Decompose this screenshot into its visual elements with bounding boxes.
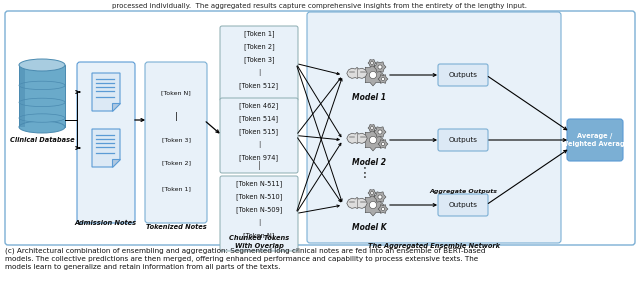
Text: [Token 1]: [Token 1] [244,31,275,37]
Polygon shape [362,64,384,86]
Text: [Token N-509]: [Token N-509] [236,207,282,213]
Ellipse shape [19,114,65,122]
Text: Outputs: Outputs [449,72,477,78]
FancyBboxPatch shape [77,62,135,223]
Text: |: | [258,69,260,77]
Polygon shape [92,73,120,111]
Polygon shape [374,62,386,72]
FancyBboxPatch shape [145,62,207,223]
Polygon shape [378,75,388,83]
Circle shape [381,143,385,146]
Polygon shape [347,67,367,78]
Polygon shape [347,197,367,208]
FancyBboxPatch shape [567,119,623,161]
Text: Admission Notes: Admission Notes [75,220,137,226]
Text: [Token 514]: [Token 514] [239,116,278,122]
Polygon shape [374,127,386,137]
FancyBboxPatch shape [438,129,488,151]
Polygon shape [378,140,388,148]
Text: processed individually.  The aggregated results capture comprehensive insights f: processed individually. The aggregated r… [113,3,527,9]
Circle shape [378,130,382,134]
Polygon shape [112,159,120,167]
FancyBboxPatch shape [220,26,298,101]
Polygon shape [362,194,384,216]
Ellipse shape [19,59,65,71]
Polygon shape [362,129,384,151]
Text: [Token 974]: [Token 974] [239,155,278,161]
Circle shape [371,62,373,64]
Text: Clinical Database: Clinical Database [10,137,74,143]
Text: [Token N]: [Token N] [161,90,191,95]
FancyBboxPatch shape [220,176,298,251]
Polygon shape [378,205,388,213]
Text: [Token 1]: [Token 1] [161,187,191,192]
Text: [Token N]: [Token N] [243,233,275,239]
Polygon shape [374,192,386,202]
Text: |: | [258,141,260,148]
Polygon shape [368,124,376,132]
Text: Model 2: Model 2 [352,158,386,167]
Text: Outputs: Outputs [449,202,477,208]
Circle shape [371,192,373,194]
Text: [Token 462]: [Token 462] [239,103,278,109]
FancyBboxPatch shape [438,64,488,86]
Text: The Aggregated Ensemble Network: The Aggregated Ensemble Network [368,243,500,249]
Text: Aggregate Outputs: Aggregate Outputs [429,189,497,194]
Polygon shape [368,59,376,67]
Text: Tokenized Notes: Tokenized Notes [146,224,206,230]
Polygon shape [347,132,367,143]
Text: [Token N-510]: [Token N-510] [236,194,282,200]
Text: |: | [175,112,177,121]
FancyBboxPatch shape [307,12,561,243]
Text: |: | [257,160,260,170]
Text: [Token N-511]: [Token N-511] [236,181,282,187]
Ellipse shape [19,121,65,133]
Text: Model K: Model K [352,223,387,232]
FancyBboxPatch shape [5,11,635,245]
Text: [Token 2]: [Token 2] [244,44,275,50]
Text: (c) Architectural combination of ensembling and aggregation: Segmented long clin: (c) Architectural combination of ensembl… [5,248,486,271]
Circle shape [371,127,373,129]
Polygon shape [92,129,120,167]
Text: [Token 3]: [Token 3] [244,57,275,63]
Ellipse shape [19,81,65,90]
Text: [Token 512]: [Token 512] [239,83,278,89]
Polygon shape [112,103,120,111]
FancyBboxPatch shape [220,98,298,173]
Text: |: | [258,219,260,227]
Circle shape [378,65,382,69]
Text: Average /
Weighted Average: Average / Weighted Average [561,133,629,147]
Bar [19,65,65,127]
Circle shape [381,78,385,80]
Circle shape [369,71,376,79]
Text: Chunked Tokens
With Overlap: Chunked Tokens With Overlap [229,235,289,249]
Bar [19,65,24,127]
Circle shape [378,195,382,199]
Ellipse shape [19,98,65,107]
Circle shape [369,136,376,144]
Circle shape [381,207,385,211]
Text: [Token 3]: [Token 3] [161,137,191,142]
Text: ⋮: ⋮ [358,165,372,179]
Circle shape [369,201,376,208]
Text: Model 1: Model 1 [352,93,386,102]
Text: Outputs: Outputs [449,137,477,143]
FancyBboxPatch shape [438,194,488,216]
Text: [Token 2]: [Token 2] [161,160,191,165]
Text: [Token 515]: [Token 515] [239,129,278,135]
Polygon shape [368,189,376,196]
